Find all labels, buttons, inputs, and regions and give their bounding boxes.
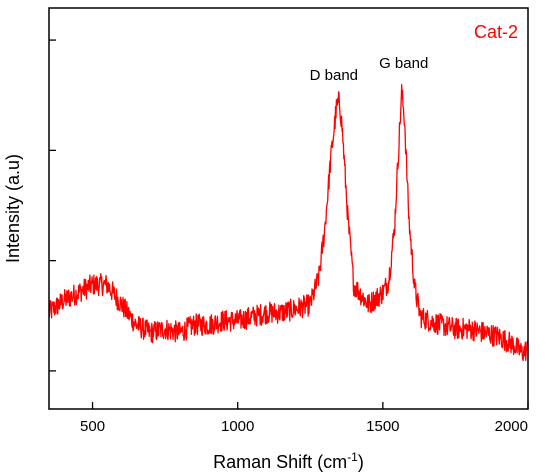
g-band-annotation: G band bbox=[379, 55, 428, 72]
x-tick-label: 500 bbox=[80, 418, 105, 435]
x-tick-label: 1500 bbox=[366, 418, 399, 435]
series-group bbox=[48, 83, 529, 362]
legend-label: Cat-2 bbox=[474, 22, 518, 42]
x-axis-title-superscript: -1 bbox=[347, 450, 358, 464]
y-axis-title: Intensity (a.u) bbox=[3, 154, 23, 263]
d-band-annotation: D band bbox=[310, 67, 358, 84]
series-line-0 bbox=[48, 83, 529, 362]
ticks-group: 500 1000 1500 2000 bbox=[49, 39, 529, 435]
plot-frame bbox=[48, 7, 529, 410]
x-tick-label: 2000 bbox=[495, 418, 528, 435]
x-axis-title-close: ) bbox=[358, 452, 364, 472]
x-axis-title-main: Raman Shift (cm bbox=[213, 452, 347, 472]
x-axis-title: Raman Shift (cm-1) bbox=[213, 450, 364, 472]
x-tick-label: 1000 bbox=[221, 418, 254, 435]
